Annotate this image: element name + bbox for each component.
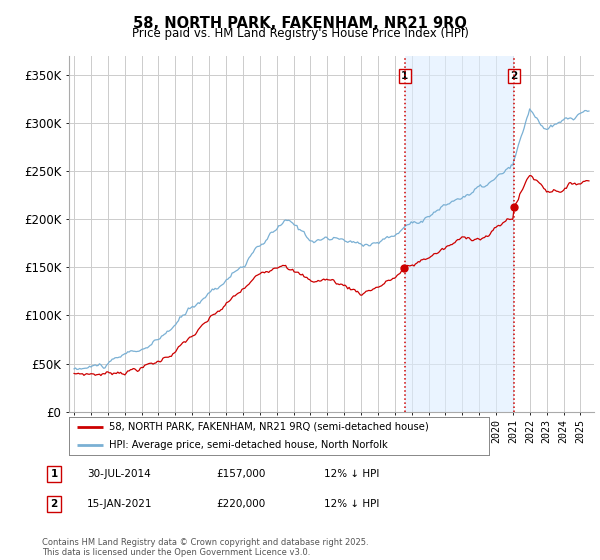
Text: 58, NORTH PARK, FAKENHAM, NR21 9RQ (semi-detached house): 58, NORTH PARK, FAKENHAM, NR21 9RQ (semi…: [109, 422, 428, 432]
Text: HPI: Average price, semi-detached house, North Norfolk: HPI: Average price, semi-detached house,…: [109, 440, 388, 450]
Bar: [404, 56, 514, 412]
Text: 1: 1: [401, 71, 408, 81]
Text: 15-JAN-2021: 15-JAN-2021: [87, 499, 152, 509]
Text: 1: 1: [50, 469, 58, 479]
Text: Price paid vs. HM Land Registry's House Price Index (HPI): Price paid vs. HM Land Registry's House …: [131, 27, 469, 40]
Text: £157,000: £157,000: [216, 469, 265, 479]
Text: 30-JUL-2014: 30-JUL-2014: [87, 469, 151, 479]
Text: 12% ↓ HPI: 12% ↓ HPI: [324, 499, 379, 509]
Text: 12% ↓ HPI: 12% ↓ HPI: [324, 469, 379, 479]
Text: 2: 2: [510, 71, 517, 81]
Text: 58, NORTH PARK, FAKENHAM, NR21 9RQ: 58, NORTH PARK, FAKENHAM, NR21 9RQ: [133, 16, 467, 31]
Text: 2: 2: [50, 499, 58, 509]
Text: Contains HM Land Registry data © Crown copyright and database right 2025.
This d: Contains HM Land Registry data © Crown c…: [42, 538, 368, 557]
Text: £220,000: £220,000: [216, 499, 265, 509]
